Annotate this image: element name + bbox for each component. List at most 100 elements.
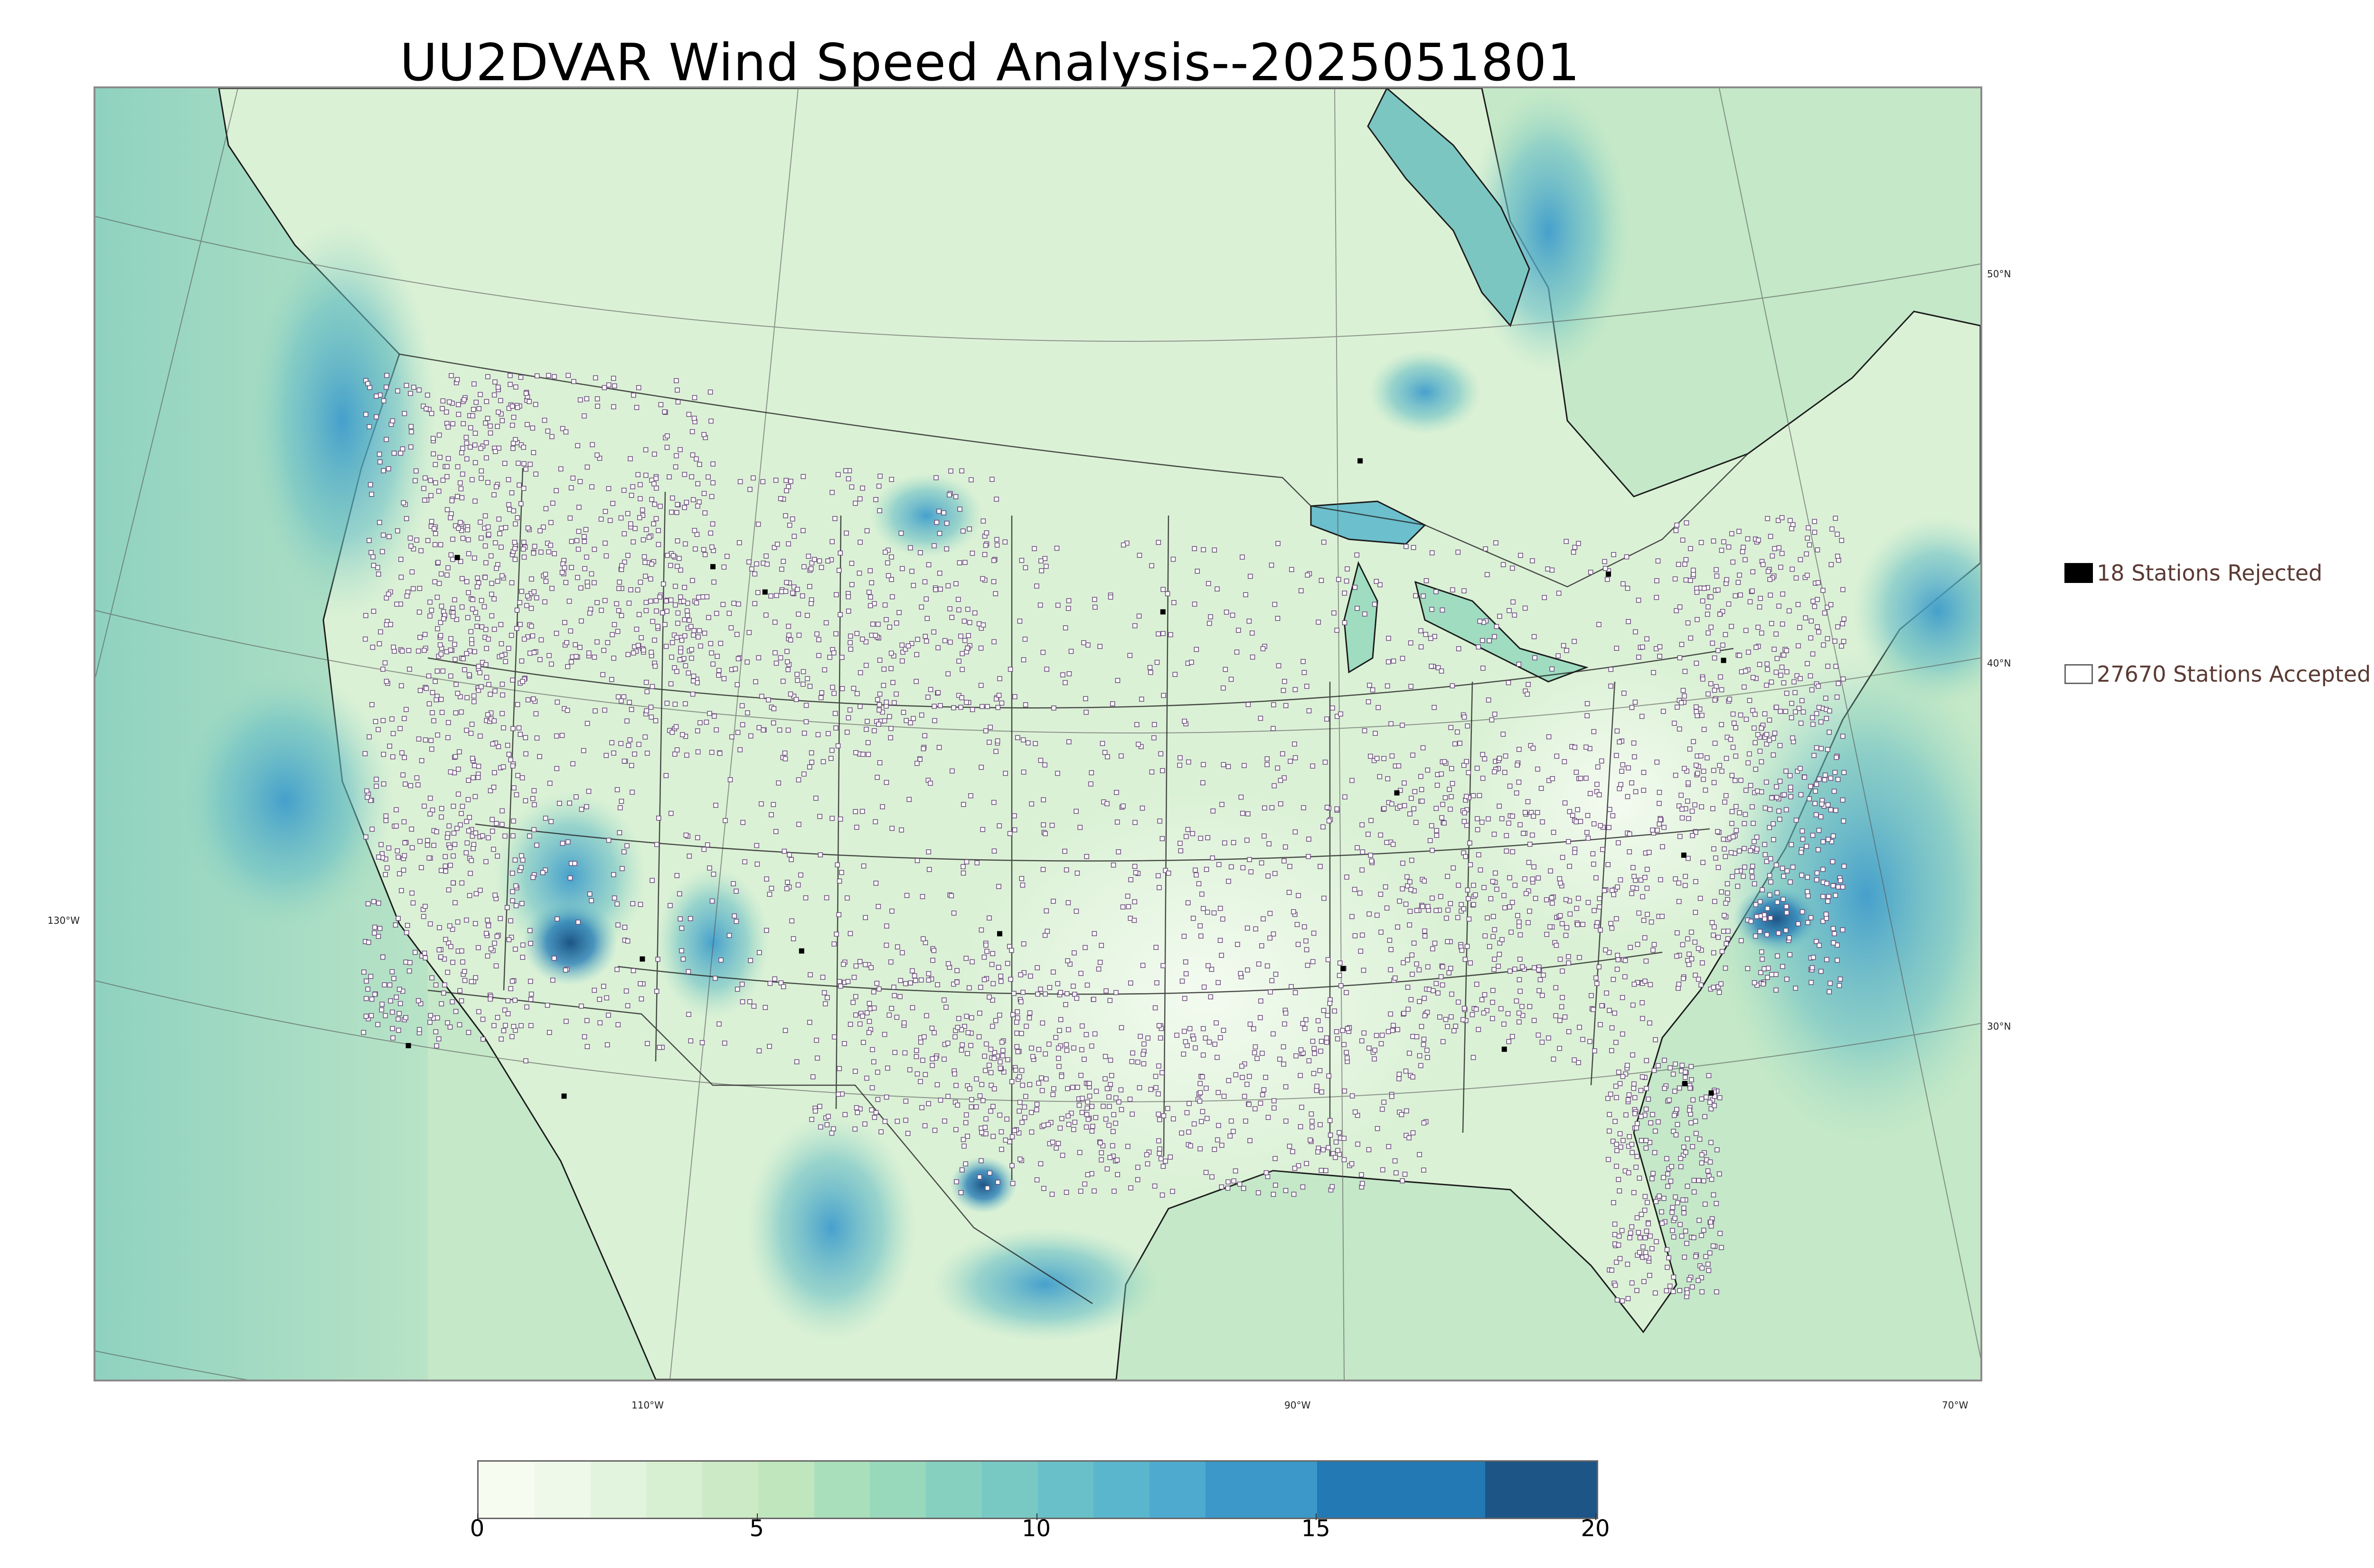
accepted-station-marker [1605, 862, 1611, 867]
accepted-station-marker [1369, 858, 1375, 864]
rejected-station-marker [1394, 790, 1400, 796]
accepted-station-marker [609, 677, 614, 682]
accepted-station-marker [725, 554, 730, 559]
accepted-station-marker [816, 653, 821, 658]
accepted-station-marker [443, 864, 448, 869]
accepted-station-marker [695, 481, 700, 487]
accepted-station-marker [1697, 1136, 1703, 1142]
accepted-station-marker [643, 447, 649, 452]
accepted-station-marker [979, 927, 984, 933]
accepted-station-marker [1595, 764, 1601, 770]
accepted-station-marker [433, 531, 438, 536]
accepted-station-marker [1669, 1164, 1674, 1169]
accepted-station-marker [1798, 676, 1803, 681]
accepted-station-marker [438, 696, 444, 702]
accepted-station-marker [842, 1112, 848, 1117]
accepted-station-marker [622, 925, 628, 930]
accepted-station-marker [789, 918, 795, 924]
accepted-station-marker [1650, 948, 1656, 953]
accepted-station-marker [1422, 878, 1427, 884]
accepted-station-marker [702, 630, 707, 636]
accepted-station-marker [1778, 673, 1783, 678]
accepted-station-marker [452, 642, 457, 647]
accepted-station-marker [726, 610, 732, 616]
accepted-station-marker [1379, 1107, 1385, 1112]
accepted-station-marker [1295, 942, 1301, 947]
accepted-station-marker [416, 736, 422, 742]
accepted-station-marker [479, 476, 484, 481]
accepted-station-marker [1708, 1106, 1714, 1112]
accepted-station-marker [430, 807, 435, 813]
accepted-station-marker [1827, 708, 1832, 714]
accepted-station-marker [1392, 975, 1398, 981]
accepted-station-marker [550, 977, 556, 983]
accepted-station-marker [1752, 881, 1757, 887]
accepted-station-marker [1084, 1105, 1090, 1111]
accepted-station-marker [1271, 702, 1276, 707]
accepted-station-marker [664, 609, 669, 614]
accepted-station-marker [978, 683, 984, 688]
accepted-station-marker [1089, 1043, 1094, 1049]
accepted-station-marker [466, 551, 471, 556]
accepted-station-marker [1591, 821, 1597, 826]
accepted-station-marker [718, 958, 724, 963]
accepted-station-marker [1837, 976, 1843, 982]
accepted-station-marker [614, 787, 620, 792]
accepted-station-marker [994, 537, 999, 542]
accepted-station-marker [639, 996, 644, 1002]
accepted-station-marker [1778, 564, 1783, 570]
accepted-station-marker [1035, 991, 1040, 997]
accepted-station-marker [1182, 995, 1187, 1001]
accepted-station-marker [995, 738, 1000, 744]
accepted-station-marker [816, 637, 821, 642]
colorbar-segment [1093, 1462, 1149, 1518]
accepted-station-marker [784, 488, 789, 493]
accepted-station-marker [1361, 1030, 1367, 1036]
accepted-station-marker [1767, 717, 1772, 723]
accepted-station-marker [767, 981, 773, 986]
accepted-station-marker [860, 808, 865, 814]
accepted-station-marker [756, 1048, 762, 1053]
accepted-station-marker [1306, 836, 1311, 842]
accepted-station-marker [1066, 1122, 1072, 1127]
accepted-station-marker [1639, 1000, 1645, 1005]
accepted-station-marker [578, 585, 584, 591]
accepted-station-marker [674, 669, 679, 674]
accepted-station-marker [783, 478, 789, 483]
accepted-station-marker [1159, 836, 1165, 841]
accepted-station-marker [1737, 848, 1742, 854]
accepted-station-marker [911, 716, 916, 721]
meridian-line [95, 88, 238, 677]
accepted-station-marker [867, 1001, 872, 1006]
accepted-station-marker [1158, 751, 1164, 757]
accepted-station-marker [663, 644, 669, 649]
accepted-station-marker [1093, 1115, 1099, 1120]
accepted-station-marker [689, 656, 694, 661]
map-panel[interactable] [94, 86, 1982, 1381]
accepted-station-marker [1755, 789, 1760, 794]
wind-speed-map[interactable] [95, 88, 1980, 1380]
accepted-station-marker [1051, 969, 1056, 975]
accepted-station-marker [990, 951, 996, 957]
accepted-station-marker [381, 468, 386, 473]
accepted-station-marker [525, 422, 530, 427]
accepted-station-marker [966, 633, 971, 638]
accepted-station-marker [528, 1023, 534, 1028]
accepted-station-marker [519, 658, 525, 664]
accepted-station-marker [1057, 1028, 1062, 1033]
accepted-station-marker [1434, 828, 1439, 833]
accepted-station-marker [1557, 957, 1563, 962]
accepted-station-marker [520, 679, 525, 684]
accepted-station-marker [961, 864, 966, 869]
accepted-station-marker [523, 798, 528, 804]
accepted-station-marker [1696, 1218, 1702, 1223]
accepted-station-marker [371, 899, 377, 904]
accepted-station-marker [1494, 624, 1499, 629]
accepted-station-marker [468, 871, 473, 876]
accepted-station-marker [1635, 1121, 1640, 1127]
accepted-station-marker [462, 397, 467, 403]
accepted-station-marker [1676, 803, 1682, 808]
accepted-station-marker [1724, 881, 1730, 886]
accepted-station-marker [1617, 739, 1622, 745]
accepted-station-marker [552, 551, 557, 556]
